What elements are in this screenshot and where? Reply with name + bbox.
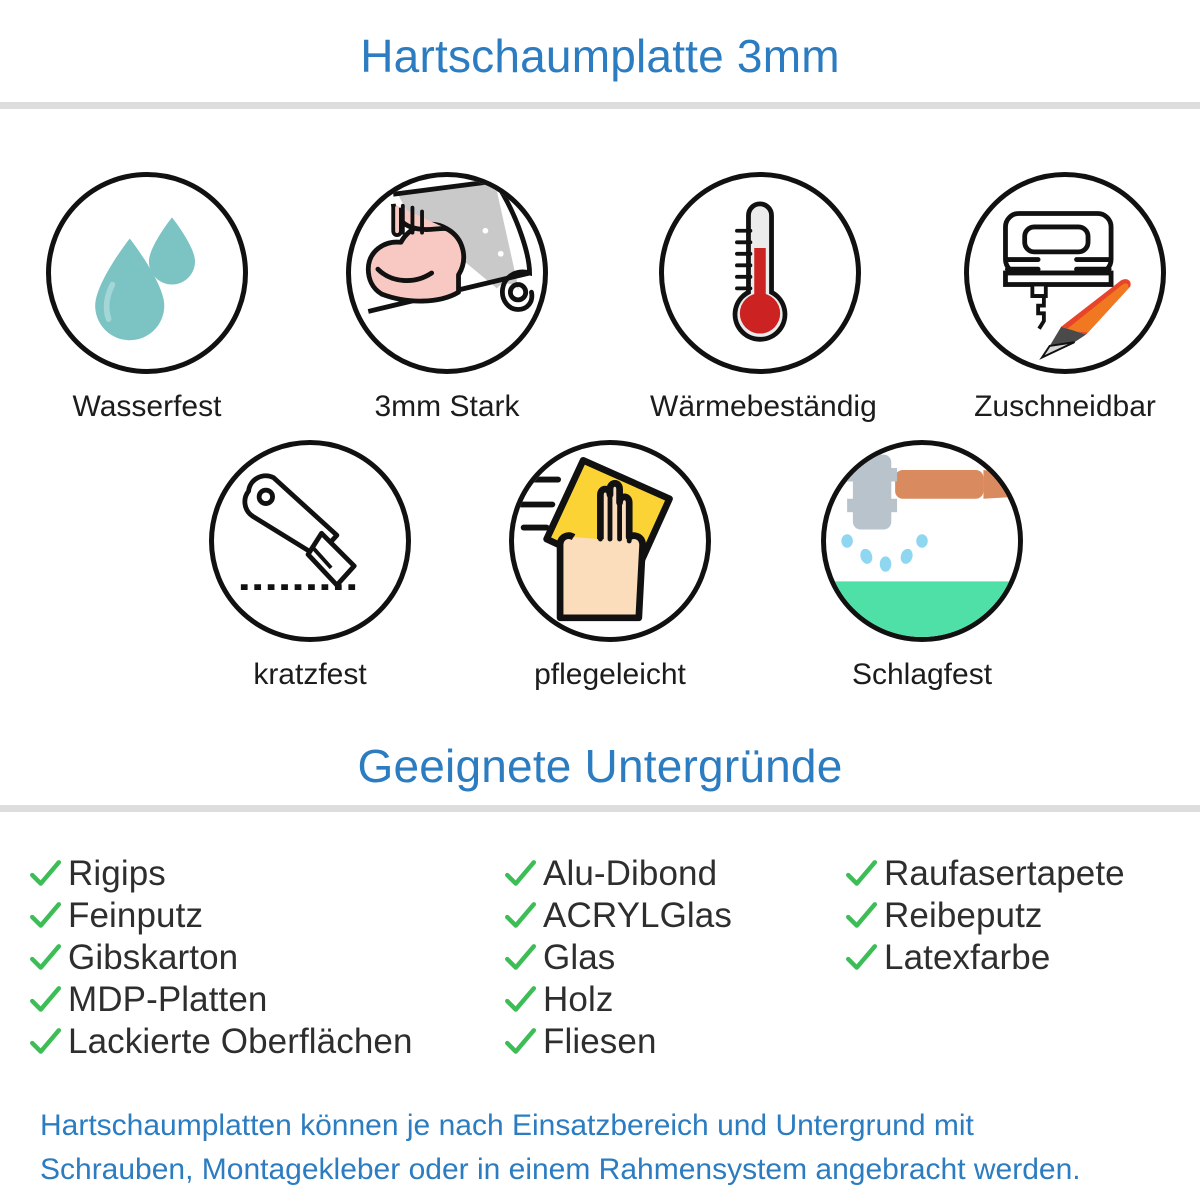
check-icon: [838, 853, 884, 895]
footer-note: Hartschaumplatten können je nach Einsatz…: [40, 1104, 1170, 1192]
substrate-label: Holz: [543, 980, 614, 1019]
feature-wasserfest: Wasserfest: [37, 172, 257, 424]
divider-top: [0, 102, 1200, 109]
feature-kratzfest: kratzfest: [200, 440, 420, 692]
feature-label: 3mm Stark: [374, 390, 520, 423]
substrate-label: Glas: [543, 938, 616, 977]
substrate-label: Feinputz: [68, 896, 204, 935]
substrate-column-3: Raufasertapete Reibeputz Latexfarbe: [838, 853, 1125, 979]
scratch-knife-icon: [209, 440, 411, 642]
feature-schlagfest: Schlagfest: [812, 440, 1032, 692]
check-icon: [497, 979, 543, 1021]
feature-3mm-stark: 3mm Stark: [337, 172, 557, 424]
substrate-item: Holz: [497, 979, 732, 1021]
check-icon: [497, 937, 543, 979]
substrate-item: ACRYLGlas: [497, 895, 732, 937]
check-icon: [838, 937, 884, 979]
check-icon: [497, 1021, 543, 1063]
substrate-item: Rigips: [22, 853, 413, 895]
check-icon: [22, 979, 68, 1021]
substrate-label: Alu-Dibond: [543, 854, 718, 893]
cleaning-hand-cloth-icon: [509, 440, 711, 642]
thermometer-icon: [659, 172, 861, 374]
substrate-label: Reibeputz: [884, 896, 1043, 935]
substrate-column-2: Alu-Dibond ACRYLGlas Glas Holz Fliesen: [497, 853, 732, 1063]
substrate-label: Rigips: [68, 854, 166, 893]
substrate-item: Reibeputz: [838, 895, 1125, 937]
substrate-item: Gibskarton: [22, 937, 413, 979]
substrate-item: MDP-Platten: [22, 979, 413, 1021]
check-icon: [497, 853, 543, 895]
feature-label: Wärmebeständig: [650, 390, 877, 423]
check-icon: [22, 937, 68, 979]
substrate-label: Raufasertapete: [884, 854, 1125, 893]
check-icon: [22, 1021, 68, 1063]
substrate-label: Latexfarbe: [884, 938, 1051, 977]
check-icon: [838, 895, 884, 937]
feature-zuschneidbar: Zuschneidbar: [955, 172, 1175, 424]
feature-label: kratzfest: [253, 658, 367, 691]
check-icon: [497, 895, 543, 937]
check-icon: [22, 895, 68, 937]
feature-label: Schlagfest: [851, 658, 993, 691]
substrates-heading: Geeignete Untergründe: [357, 740, 843, 792]
substrate-label: ACRYLGlas: [543, 896, 732, 935]
substrate-item: Lackierte Oberflächen: [22, 1021, 413, 1063]
feature-label: pflegeleicht: [534, 658, 686, 691]
substrate-label: Lackierte Oberflächen: [68, 1022, 413, 1061]
substrate-item: Feinputz: [22, 895, 413, 937]
substrate-label: MDP-Platten: [68, 980, 268, 1019]
feature-pflegeleicht: pflegeleicht: [500, 440, 720, 692]
hammer-impact-icon: [821, 440, 1023, 642]
page-title: Hartschaumplatte 3mm: [360, 30, 840, 82]
footer-line-2: Schrauben, Montagekleber oder in einem R…: [40, 1153, 1081, 1186]
flexed-bicep-icon: [346, 172, 548, 374]
substrate-column-1: Rigips Feinputz Gibskarton MDP-Platten Lacki…: [22, 853, 413, 1063]
substrate-label: Fliesen: [543, 1022, 657, 1061]
feature-waermebestaendig: Wärmebeständig: [650, 172, 877, 424]
substrate-item: Latexfarbe: [838, 937, 1125, 979]
substrate-item: Alu-Dibond: [497, 853, 732, 895]
footer-line-1: Hartschaumplatten können je nach Einsatz…: [40, 1109, 974, 1142]
jigsaw-cutter-icon: [964, 172, 1166, 374]
water-drops-icon: [46, 172, 248, 374]
substrate-label: Gibskarton: [68, 938, 239, 977]
feature-label: Zuschneidbar: [974, 390, 1156, 423]
substrate-item: Glas: [497, 937, 732, 979]
substrate-item: Fliesen: [497, 1021, 732, 1063]
substrate-item: Raufasertapete: [838, 853, 1125, 895]
check-icon: [22, 853, 68, 895]
divider-middle: [0, 805, 1200, 812]
feature-label: Wasserfest: [72, 390, 222, 423]
